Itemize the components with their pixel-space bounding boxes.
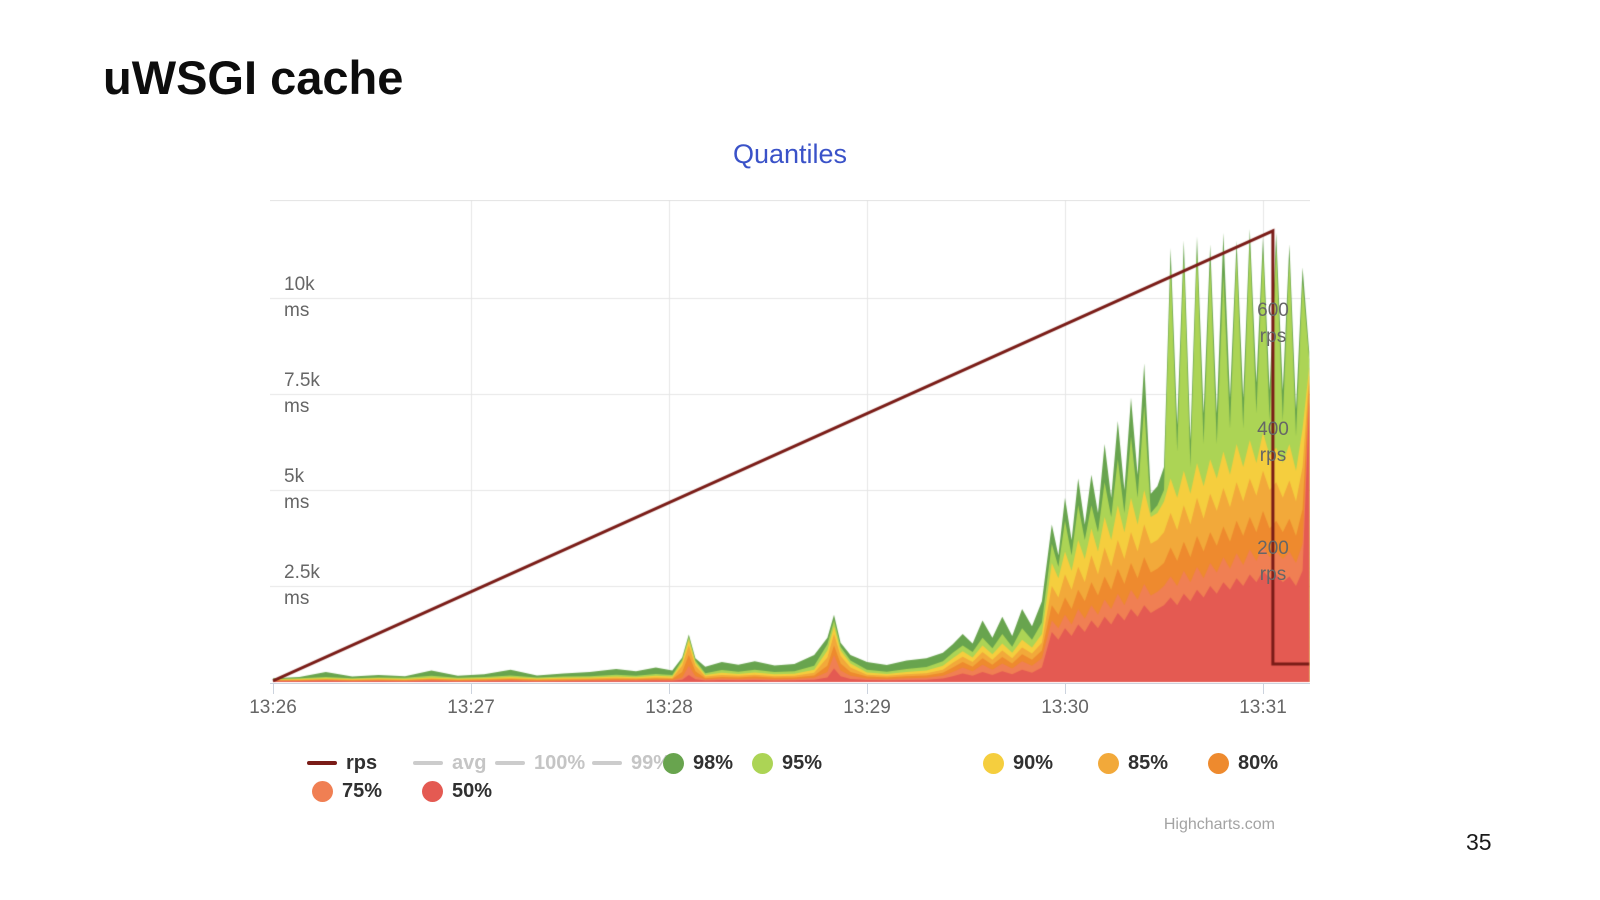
legend-item-85pct[interactable]: 85% bbox=[1098, 750, 1168, 776]
legend-label: 99% bbox=[631, 751, 672, 774]
legend-label: 100% bbox=[534, 751, 586, 774]
legend-label: rps bbox=[346, 751, 378, 774]
legend-label: 90% bbox=[1013, 751, 1054, 774]
legend-item-100pct[interactable]: 100% bbox=[495, 750, 585, 776]
legend-item-99pct[interactable]: 99% bbox=[592, 750, 671, 776]
legend-item-rps[interactable]: rps bbox=[307, 750, 377, 776]
x-axis-tick bbox=[669, 684, 670, 694]
x-axis-label-1328: 13:28 bbox=[645, 697, 693, 718]
y-axis-left-label-10k: 10k ms bbox=[284, 274, 315, 321]
x-axis-label-1327: 13:27 bbox=[447, 697, 495, 718]
legend-label: avg bbox=[452, 751, 487, 774]
legend-label: 80% bbox=[1238, 751, 1279, 774]
legend-item-50pct[interactable]: 50% bbox=[422, 778, 492, 804]
x-axis-label-1331: 13:31 bbox=[1239, 697, 1287, 718]
x-axis-tick bbox=[1263, 684, 1264, 694]
legend-item-75pct[interactable]: 75% bbox=[312, 778, 382, 804]
legend-label: 98% bbox=[693, 751, 734, 774]
legend-item-95pct[interactable]: 95% bbox=[752, 750, 822, 776]
legend-item-90pct[interactable]: 90% bbox=[983, 750, 1053, 776]
y-axis-left-label-2-5k: 2.5k ms bbox=[284, 562, 320, 609]
chart-title: Quantiles bbox=[732, 139, 848, 169]
x-axis-tick bbox=[471, 684, 472, 694]
x-axis-label-1326: 13:26 bbox=[249, 697, 297, 718]
legend-circle-swatch bbox=[752, 752, 773, 774]
y-axis-left-label-5k: 5k ms bbox=[284, 466, 310, 513]
legend-line-swatch bbox=[495, 761, 525, 765]
x-axis-tick bbox=[1065, 684, 1066, 694]
legend-line-swatch bbox=[413, 761, 443, 765]
x-axis-label-1329: 13:29 bbox=[843, 697, 891, 718]
legend-label: 85% bbox=[1128, 751, 1169, 774]
legend-circle-swatch bbox=[422, 780, 443, 802]
legend-label: 50% bbox=[452, 779, 493, 802]
legend-item-98pct[interactable]: 98% bbox=[663, 750, 733, 776]
x-axis-label-1330: 13:30 bbox=[1041, 697, 1089, 718]
legend-label: 95% bbox=[782, 751, 823, 774]
legend-item-avg[interactable]: avg bbox=[413, 750, 486, 776]
legend-circle-swatch bbox=[1098, 752, 1119, 774]
y-axis-right-label-600: 600 rps bbox=[1257, 300, 1289, 347]
x-axis-line bbox=[270, 683, 1310, 684]
y-axis-left-label-7-5k: 7.5k ms bbox=[284, 370, 320, 417]
legend-circle-swatch bbox=[312, 780, 333, 802]
legend-line-swatch bbox=[307, 761, 337, 765]
highcharts-credit-link[interactable]: Highcharts.com bbox=[1163, 816, 1275, 833]
y-axis-right-label-400: 400 rps bbox=[1257, 419, 1289, 466]
legend-line-swatch bbox=[592, 761, 622, 765]
legend-circle-swatch bbox=[663, 752, 684, 774]
y-axis-right-label-200: 200 rps bbox=[1257, 538, 1289, 585]
slide-page-number: 35 bbox=[1466, 829, 1492, 855]
quantiles-chart-plot-area[interactable] bbox=[270, 200, 1310, 684]
legend-label: 75% bbox=[342, 779, 383, 802]
legend-circle-swatch bbox=[1208, 752, 1229, 774]
x-axis-tick bbox=[273, 684, 274, 694]
page-title: uWSGI cache bbox=[103, 51, 404, 104]
x-axis-tick bbox=[867, 684, 868, 694]
legend-item-80pct[interactable]: 80% bbox=[1208, 750, 1278, 776]
legend-circle-swatch bbox=[983, 752, 1004, 774]
